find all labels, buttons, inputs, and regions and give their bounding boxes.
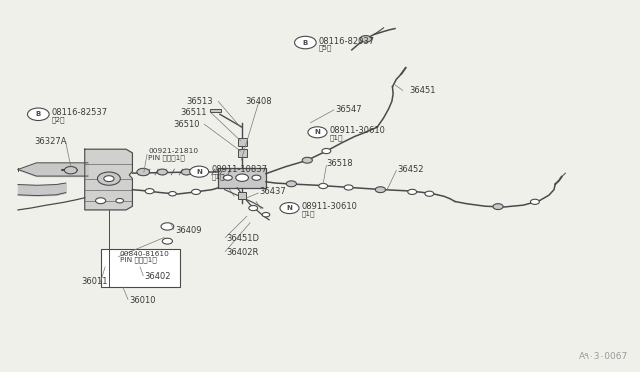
- Text: B: B: [36, 111, 41, 117]
- Bar: [100, 248, 180, 287]
- Circle shape: [97, 172, 120, 185]
- Circle shape: [408, 189, 417, 195]
- Circle shape: [425, 191, 434, 196]
- Text: 36510: 36510: [173, 120, 200, 129]
- Text: 08911-30610: 08911-30610: [301, 202, 357, 211]
- Text: 36547: 36547: [335, 105, 362, 114]
- Text: N: N: [287, 205, 292, 211]
- Text: 08911-10837: 08911-10837: [212, 165, 268, 174]
- Bar: [210, 109, 221, 112]
- Text: A٩٠3٠0067: A٩٠3٠0067: [579, 352, 628, 361]
- Text: 08116-82537: 08116-82537: [52, 108, 108, 117]
- Circle shape: [322, 148, 331, 154]
- Text: 36402: 36402: [144, 272, 170, 281]
- Circle shape: [169, 192, 176, 196]
- Text: （5）: （5）: [319, 45, 332, 51]
- Text: N: N: [314, 129, 321, 135]
- Circle shape: [252, 175, 261, 180]
- Circle shape: [308, 127, 327, 138]
- Text: 36513: 36513: [186, 97, 213, 106]
- Circle shape: [191, 189, 200, 195]
- Circle shape: [181, 169, 191, 175]
- Text: 08116-82037: 08116-82037: [319, 36, 375, 46]
- Circle shape: [360, 36, 371, 42]
- Circle shape: [163, 238, 173, 244]
- Text: 36010: 36010: [129, 295, 156, 305]
- Text: N: N: [196, 169, 202, 175]
- Circle shape: [145, 189, 154, 194]
- Text: 36451: 36451: [409, 86, 435, 95]
- Polygon shape: [84, 149, 132, 210]
- Text: 36511: 36511: [180, 108, 207, 117]
- Text: 00840-81610: 00840-81610: [120, 251, 170, 257]
- Text: 36402R: 36402R: [227, 248, 259, 257]
- Circle shape: [280, 202, 299, 214]
- Text: PIN ピン（1）: PIN ピン（1）: [148, 154, 185, 161]
- Text: B: B: [303, 39, 308, 45]
- Circle shape: [286, 181, 296, 187]
- Circle shape: [531, 199, 540, 204]
- Circle shape: [157, 169, 168, 175]
- Circle shape: [95, 198, 106, 203]
- Bar: [238, 192, 246, 199]
- Text: （1）: （1）: [301, 210, 315, 217]
- Circle shape: [262, 212, 270, 217]
- Circle shape: [375, 187, 385, 193]
- Circle shape: [344, 185, 353, 190]
- Circle shape: [294, 36, 316, 49]
- Text: 36451D: 36451D: [227, 234, 260, 243]
- Text: （2）: （2）: [52, 116, 65, 123]
- Text: 00921-21810: 00921-21810: [148, 148, 198, 154]
- Circle shape: [28, 108, 49, 121]
- Text: 36408: 36408: [245, 97, 271, 106]
- Circle shape: [236, 174, 248, 182]
- Circle shape: [116, 199, 124, 203]
- Circle shape: [319, 183, 328, 189]
- Text: （1）: （1）: [330, 134, 343, 141]
- Circle shape: [104, 176, 114, 182]
- Text: 36011: 36011: [81, 277, 108, 286]
- Circle shape: [302, 157, 312, 163]
- Bar: [237, 138, 246, 145]
- Text: 08911-30610: 08911-30610: [330, 126, 385, 135]
- Circle shape: [189, 166, 209, 177]
- Circle shape: [65, 167, 77, 174]
- Text: 36437: 36437: [260, 187, 286, 196]
- Text: 36409: 36409: [175, 226, 202, 235]
- Text: 36518: 36518: [326, 160, 353, 169]
- Bar: [237, 149, 246, 157]
- Circle shape: [137, 169, 150, 176]
- Circle shape: [223, 175, 232, 180]
- Text: 36327A: 36327A: [34, 137, 67, 146]
- Text: 36452: 36452: [397, 165, 424, 174]
- Circle shape: [493, 203, 503, 209]
- Text: PIN ピン（1）: PIN ピン（1）: [120, 256, 156, 263]
- Circle shape: [249, 205, 258, 211]
- Text: （1）: （1）: [212, 173, 225, 180]
- Bar: [218, 168, 266, 188]
- Circle shape: [161, 223, 173, 230]
